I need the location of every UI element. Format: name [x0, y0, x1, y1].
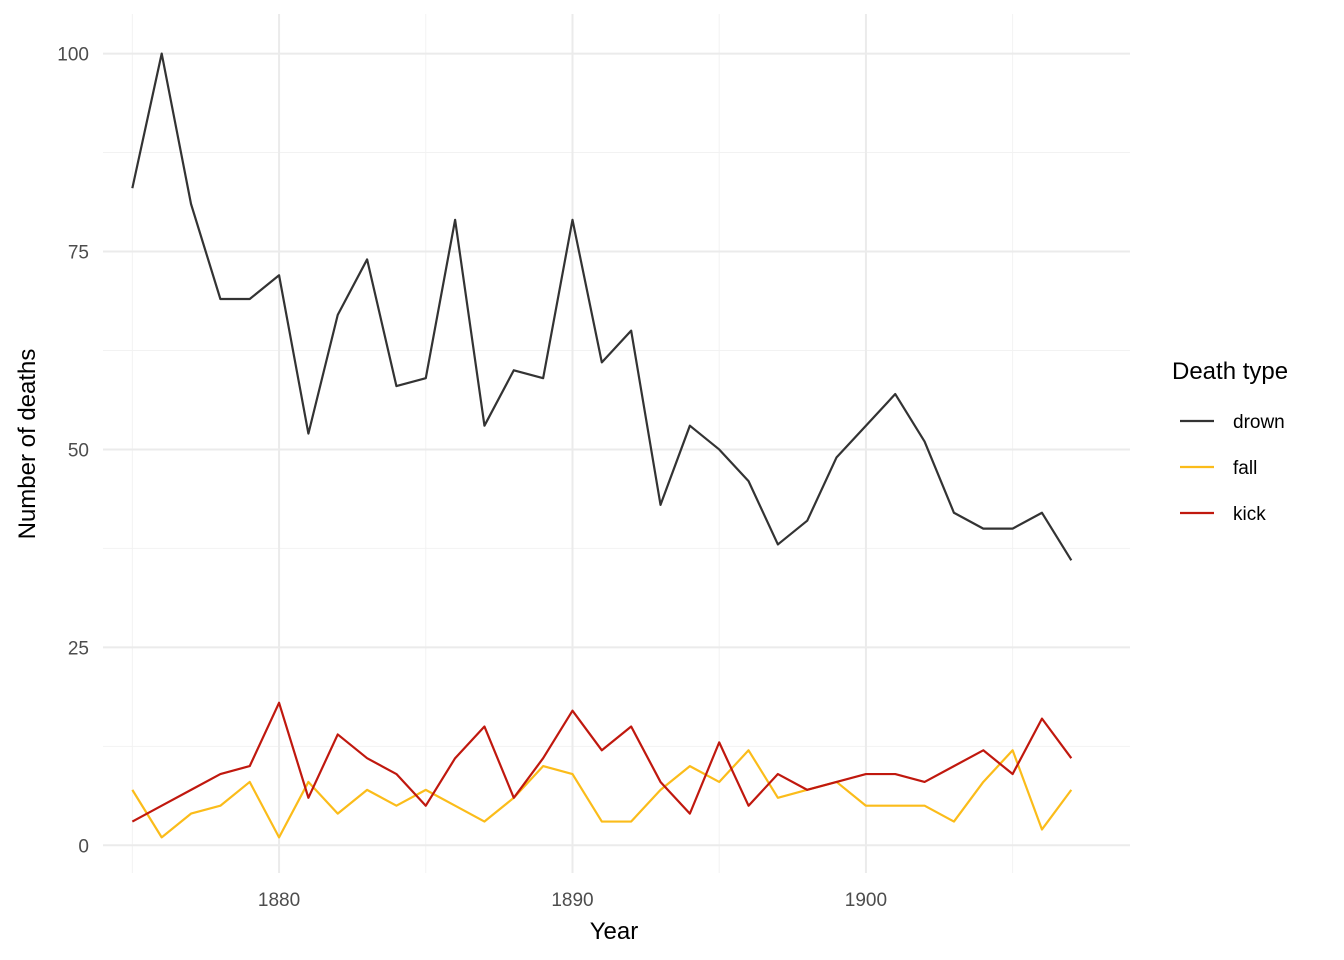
- legend-item-kick: kick: [1180, 504, 1266, 525]
- y-tick-label: 100: [57, 45, 89, 66]
- legend-label-fall: fall: [1233, 458, 1257, 479]
- x-tick-label: 1890: [551, 890, 593, 911]
- legend: Death type drown fall kick: [1172, 358, 1288, 525]
- series-line-drown: [131, 52, 1073, 561]
- legend-item-fall: fall: [1180, 458, 1257, 479]
- series-line-kick: [131, 701, 1073, 823]
- y-axis-ticks: 0 25 50 75 100: [57, 45, 89, 858]
- x-axis-ticks: 1880 1890 1900: [258, 890, 887, 911]
- y-tick-label: 0: [78, 836, 89, 857]
- legend-item-drown: drown: [1180, 412, 1285, 433]
- x-tick-label: 1880: [258, 890, 300, 911]
- legend-items: drown fall kick: [1180, 412, 1285, 525]
- y-tick-label: 25: [68, 638, 89, 659]
- y-axis-title: Number of deaths: [14, 349, 41, 540]
- legend-label-drown: drown: [1233, 412, 1285, 433]
- legend-title: Death type: [1172, 358, 1288, 385]
- x-axis-title: Year: [590, 918, 639, 945]
- x-tick-label: 1900: [845, 890, 887, 911]
- y-tick-label: 75: [68, 243, 89, 264]
- series-lines: [131, 52, 1073, 839]
- legend-label-kick: kick: [1233, 504, 1266, 525]
- y-tick-label: 50: [68, 440, 89, 461]
- grid: [103, 14, 1130, 873]
- series-line-fall: [131, 749, 1073, 839]
